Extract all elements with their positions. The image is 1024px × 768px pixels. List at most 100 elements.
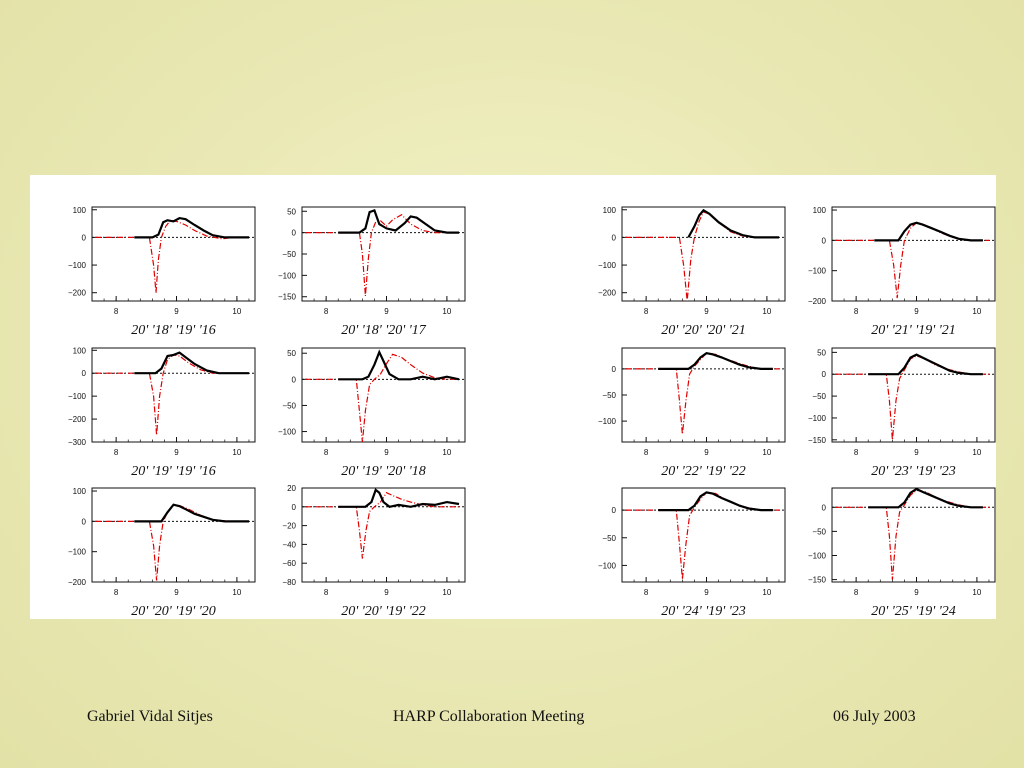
y-tick-label: 0 <box>82 369 87 378</box>
x-tick-label: 9 <box>704 448 709 457</box>
x-tick-label: 10 <box>972 448 981 457</box>
y-tick-label: 0 <box>612 365 617 374</box>
x-tick-label: 8 <box>114 588 119 597</box>
y-tick-label: −100 <box>808 267 827 276</box>
x-tick-label: 8 <box>324 588 329 597</box>
data-line <box>687 208 779 239</box>
x-tick-label: 8 <box>114 307 119 316</box>
fit-line <box>305 353 459 443</box>
x-tick-label: 8 <box>854 307 859 316</box>
y-tick-label: −150 <box>808 436 827 445</box>
y-tick-label: −80 <box>282 578 296 587</box>
panel-8: 50 0 −50 −100 −150 8 9 10 20' '23' '19' '23 <box>808 347 996 479</box>
x-tick-label: 10 <box>232 448 241 457</box>
plot-frame <box>91 487 256 583</box>
y-tick-label: 100 <box>73 487 87 496</box>
panel-6: 50 0 −50 −100 8 9 10 20' '19' '20' '18 <box>278 347 466 479</box>
y-tick-label: −50 <box>602 391 616 400</box>
panel-label: 20' '18' '20' '17 <box>341 323 426 338</box>
fit-line <box>625 352 779 435</box>
x-tick-label: 8 <box>324 307 329 316</box>
x-tick-label: 8 <box>854 588 859 597</box>
y-tick-label: −40 <box>282 540 296 549</box>
panel-12: 0 −50 −100 −150 8 9 10 20' '25' '19' '24 <box>808 487 996 619</box>
panel-9: 100 0 −100 −200 8 9 10 20' '20' '19' '20 <box>68 487 256 619</box>
y-tick-label: 100 <box>73 206 87 215</box>
y-tick-label: 50 <box>817 348 826 357</box>
x-tick-label: 10 <box>762 307 771 316</box>
x-tick-label: 9 <box>704 307 709 316</box>
y-tick-label: 0 <box>292 229 297 238</box>
panel-1: 100 0 −100 −200 8 9 10 20' '18' '19' '16 <box>68 206 256 338</box>
y-tick-label: −60 <box>282 559 296 568</box>
panel-label: 20' '22' '19' '22 <box>661 464 745 479</box>
footer-date: 06 July 2003 <box>833 708 916 725</box>
y-tick-label: −200 <box>68 415 87 424</box>
x-tick-label: 8 <box>644 588 649 597</box>
y-tick-label: −50 <box>812 392 826 401</box>
y-tick-label: 0 <box>822 370 827 379</box>
data-line <box>338 349 460 381</box>
panel-label: 20' '24' '19' '23 <box>661 604 745 619</box>
fit-line <box>95 354 249 436</box>
fit-line <box>625 211 779 302</box>
panel-label: 20' '19' '20' '18 <box>341 464 425 479</box>
panel-5: 100 0 −100 −200 −300 8 9 10 20' '19' '19' '16 <box>68 346 256 479</box>
panel-11: 0 −50 −100 8 9 10 20' '24' '19' '23 <box>598 487 786 619</box>
fit-line <box>835 489 989 580</box>
x-tick-label: 10 <box>442 588 451 597</box>
y-tick-label: −100 <box>598 417 617 426</box>
panel-label: 20' '23' '19' '23 <box>871 464 955 479</box>
x-tick-label: 10 <box>232 307 241 316</box>
y-tick-label: −100 <box>278 428 297 437</box>
plot-frame <box>91 206 256 302</box>
panel-2: 50 0 −50 −100 −150 8 9 10 20' '18' '20' '17 <box>278 206 466 338</box>
y-tick-label: −50 <box>282 250 296 259</box>
y-tick-label: −100 <box>808 551 827 560</box>
y-tick-label: −200 <box>68 289 87 298</box>
footer-meeting: HARP Collaboration Meeting <box>393 708 585 725</box>
plot-frame <box>621 347 786 443</box>
data-line <box>868 487 983 509</box>
y-tick-label: −100 <box>278 271 297 280</box>
x-tick-label: 9 <box>384 307 389 316</box>
plot-frame <box>301 206 466 302</box>
x-tick-label: 8 <box>854 448 859 457</box>
y-tick-label: 0 <box>82 517 87 526</box>
x-tick-label: 9 <box>174 448 179 457</box>
plot-frame <box>301 347 466 443</box>
data-line <box>338 208 459 234</box>
fit-line <box>305 213 459 296</box>
plot-frame <box>91 347 256 443</box>
panel-label: 20' '20' '20' '21 <box>661 323 745 338</box>
x-tick-label: 10 <box>762 448 771 457</box>
plot-frame <box>831 487 996 583</box>
data-line <box>134 351 249 375</box>
waveform-figure: 100 0 −100 −200 8 9 10 20' '18' '19' '16 50 0 −50−… <box>30 175 996 619</box>
panel-label: 20' '25' '19' '24 <box>871 604 955 619</box>
x-tick-label: 9 <box>704 588 709 597</box>
x-tick-label: 9 <box>384 588 389 597</box>
panel-10: 20 0 −20 −40 −60 −80 8 9 10 20' '20' '19' '22 <box>282 484 466 619</box>
y-tick-label: 50 <box>287 349 296 358</box>
x-tick-label: 10 <box>442 448 451 457</box>
x-tick-label: 8 <box>644 448 649 457</box>
y-tick-label: 0 <box>612 233 617 242</box>
y-tick-label: −300 <box>68 438 87 447</box>
x-tick-label: 10 <box>972 588 981 597</box>
data-line <box>658 491 773 512</box>
footer-author: Gabriel Vidal Sitjes <box>87 708 213 725</box>
x-tick-label: 8 <box>114 448 119 457</box>
fit-line <box>95 504 249 581</box>
plot-frame <box>621 206 786 302</box>
y-tick-label: −200 <box>68 578 87 587</box>
plot-frame <box>621 487 786 583</box>
y-tick-label: −50 <box>812 527 826 536</box>
y-tick-label: −20 <box>282 522 296 531</box>
x-tick-label: 9 <box>174 307 179 316</box>
y-tick-label: 100 <box>603 206 617 215</box>
fit-line <box>835 222 989 299</box>
panel-label: 20' '20' '19' '20 <box>131 604 215 619</box>
y-tick-label: 0 <box>822 503 827 512</box>
